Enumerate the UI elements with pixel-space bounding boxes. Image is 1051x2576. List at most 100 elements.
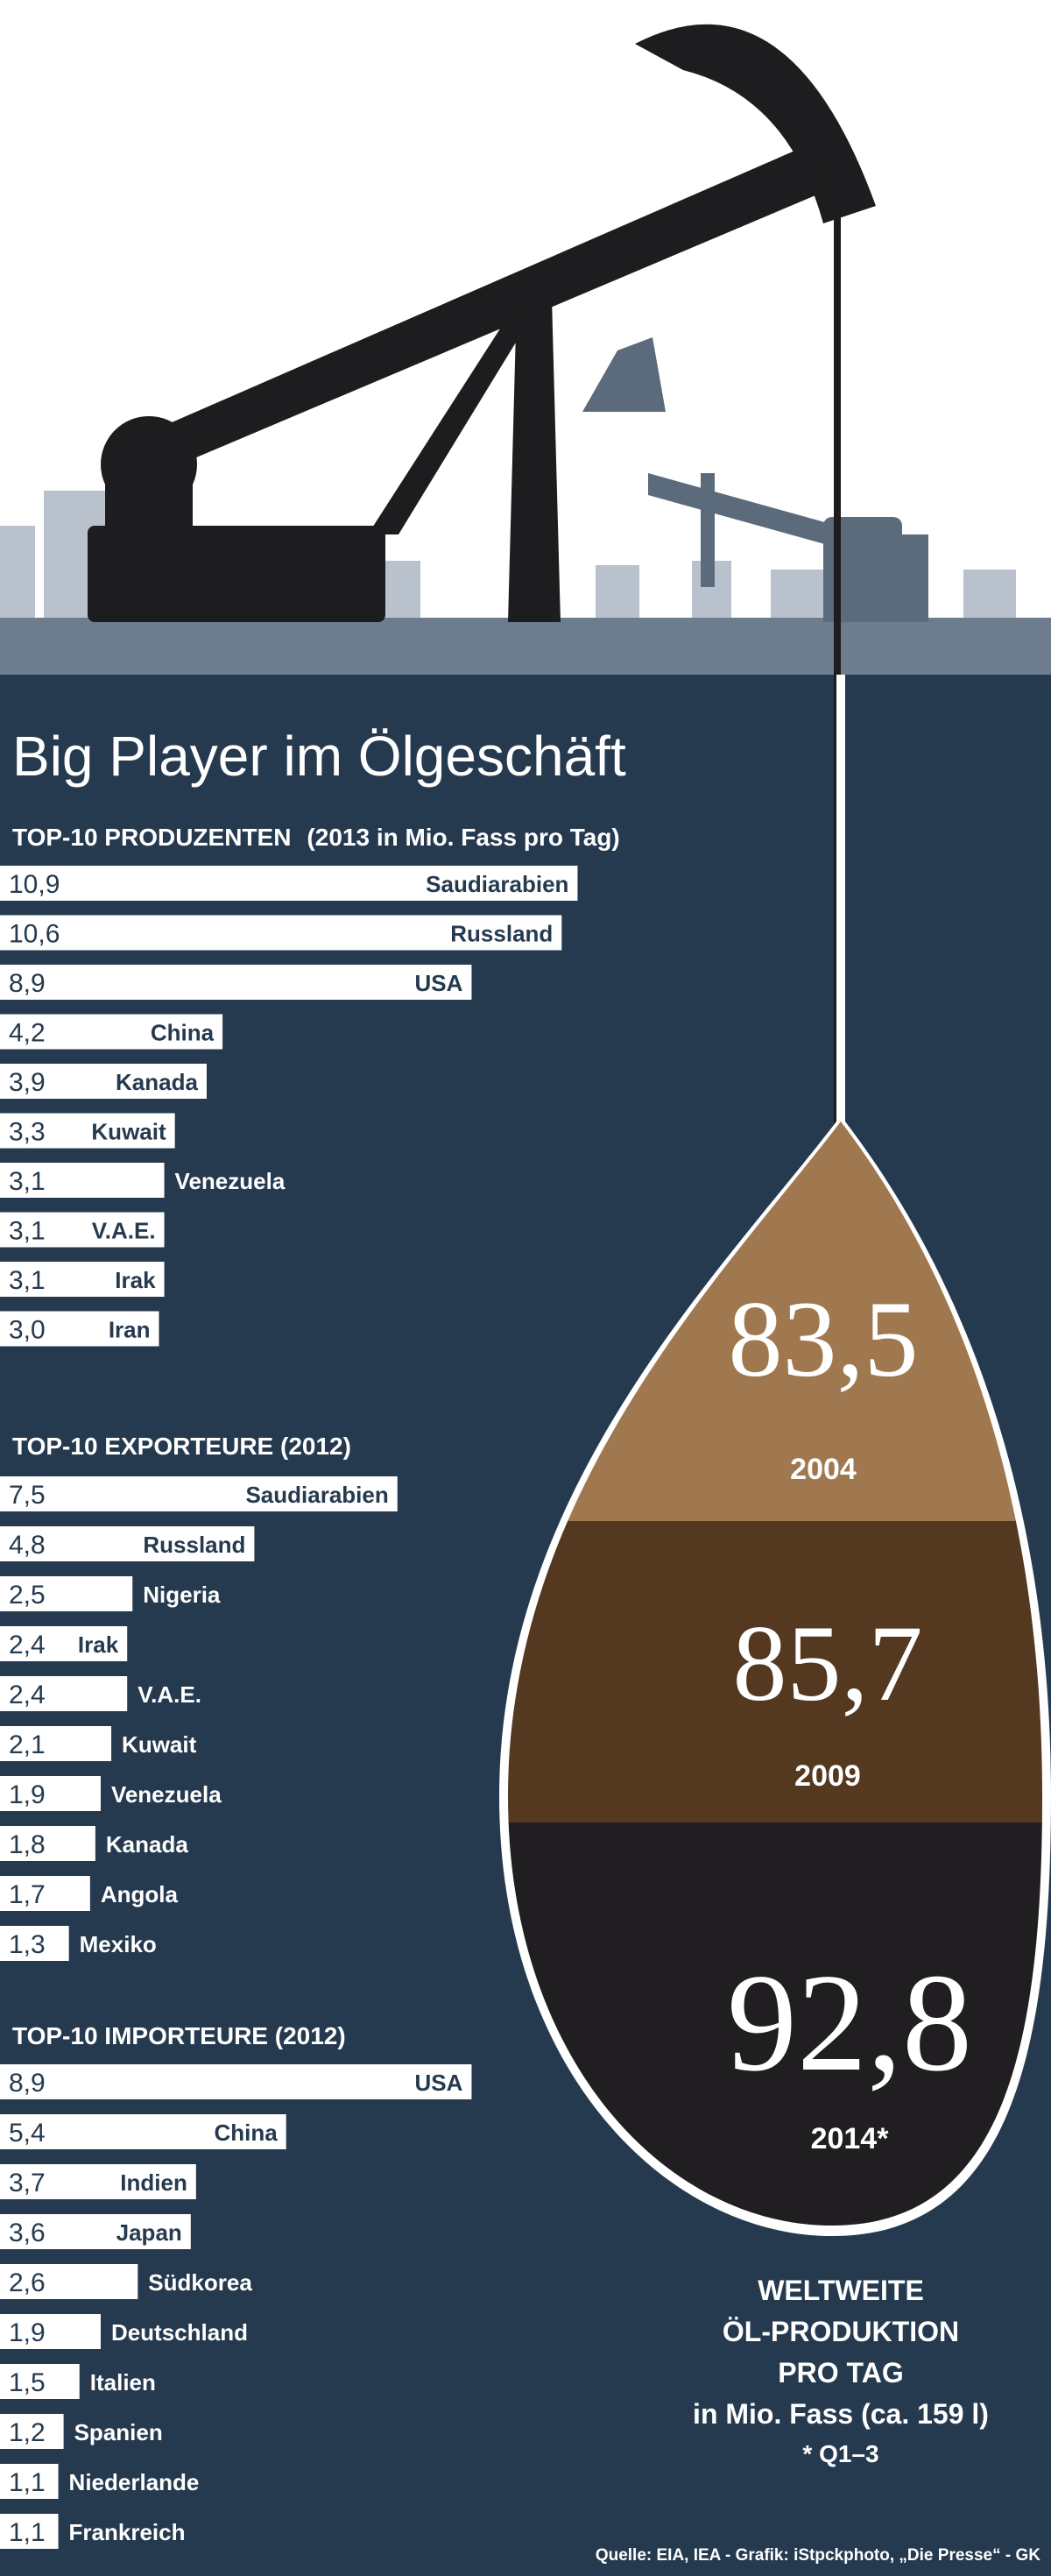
producer-value-label: 10,6 bbox=[9, 920, 60, 949]
producer-bar bbox=[0, 1262, 165, 1297]
annotation-footnote: * Q1–3 bbox=[802, 2440, 878, 2467]
exporter-value-label: 1,9 bbox=[9, 1780, 46, 1809]
year-2014: 2014* bbox=[811, 2122, 890, 2155]
importer-bar bbox=[0, 2364, 80, 2399]
year-2009: 2009 bbox=[794, 1759, 861, 1793]
value-2009: 85,7 bbox=[733, 1603, 923, 1723]
producers-title-sub: (2013 in Mio. Fass pro Tag) bbox=[307, 824, 619, 851]
exporter-bar bbox=[0, 1876, 90, 1911]
producer-country-label: Saudiarabien bbox=[426, 871, 568, 897]
exporter-value-label: 1,7 bbox=[9, 1880, 46, 1909]
exporter-country-label: Nigeria bbox=[143, 1582, 221, 1608]
producer-value-label: 3,1 bbox=[9, 1167, 46, 1196]
importer-value-label: 1,9 bbox=[9, 2318, 46, 2347]
importer-bar bbox=[0, 2514, 59, 2549]
exporter-value-label: 4,8 bbox=[9, 1531, 46, 1560]
producer-value-label: 3,3 bbox=[9, 1118, 46, 1147]
importer-country-label: Deutschland bbox=[111, 2319, 248, 2346]
importer-country-label: USA bbox=[415, 2070, 463, 2096]
year-2004: 2004 bbox=[790, 1453, 857, 1486]
importer-bar bbox=[0, 2214, 191, 2249]
producer-value-label: 3,0 bbox=[9, 1316, 46, 1345]
importer-value-label: 1,2 bbox=[9, 2418, 46, 2447]
producer-bar bbox=[0, 1113, 175, 1149]
annotation-line-4: in Mio. Fass (ca. 159 l) bbox=[693, 2398, 989, 2430]
importer-value-label: 1,5 bbox=[9, 2368, 46, 2397]
exporter-bar bbox=[0, 1576, 133, 1611]
exporter-value-label: 7,5 bbox=[9, 1481, 46, 1510]
producer-bar bbox=[0, 1064, 207, 1099]
exporter-bar bbox=[0, 1476, 398, 1511]
exporter-value-label: 2,5 bbox=[9, 1581, 46, 1610]
importer-country-label: Südkorea bbox=[148, 2269, 252, 2296]
exporter-country-label: Angola bbox=[101, 1881, 179, 1907]
importer-country-label: Indien bbox=[120, 2169, 187, 2196]
page-title: Big Player im Ölgeschäft bbox=[12, 725, 626, 788]
producer-bar bbox=[0, 1311, 159, 1347]
importer-bar bbox=[0, 2464, 59, 2499]
producer-country-label: Kuwait bbox=[91, 1119, 166, 1145]
producers-title-main: TOP-10 PRODUZENTEN bbox=[12, 824, 291, 851]
producer-bar bbox=[0, 866, 578, 901]
exporter-bar bbox=[0, 1676, 128, 1711]
value-2014: 92,8 bbox=[727, 1944, 972, 2100]
importer-value-label: 3,6 bbox=[9, 2219, 46, 2247]
exporter-bar bbox=[0, 1926, 69, 1961]
exporter-bar bbox=[0, 1626, 128, 1661]
importer-bar bbox=[0, 2264, 138, 2299]
producers-bar-chart: 10,9 Saudiarabien 10,6 Russland 8,9 USA 4,2 Chi… bbox=[0, 866, 578, 1347]
value-2004: 83,5 bbox=[729, 1279, 919, 1399]
producer-country-label: Russland bbox=[450, 921, 553, 947]
producer-value-label: 3,1 bbox=[9, 1217, 46, 1246]
annotation-line-2: ÖL-PRODUKTION bbox=[723, 2316, 959, 2347]
importer-bar bbox=[0, 2164, 196, 2199]
exporter-value-label: 2,1 bbox=[9, 1730, 46, 1759]
exporter-country-label: Kuwait bbox=[122, 1731, 197, 1758]
producer-bar bbox=[0, 915, 562, 951]
exporter-value-label: 2,4 bbox=[9, 1681, 46, 1709]
importer-country-label: Italien bbox=[90, 2369, 156, 2396]
exporter-value-label: 1,3 bbox=[9, 1930, 46, 1959]
importers-title: TOP-10 IMPORTEURE (2012) bbox=[12, 2022, 346, 2049]
importer-value-label: 8,9 bbox=[9, 2069, 46, 2098]
producer-bar bbox=[0, 1014, 223, 1050]
importer-bar bbox=[0, 2064, 472, 2099]
importer-value-label: 1,1 bbox=[9, 2518, 46, 2547]
importer-country-label: Spanien bbox=[74, 2419, 163, 2445]
importers-bar-chart: 8,9 USA 5,4 China 3,7 Indien 3,6 Japan 2,6 Südkor… bbox=[0, 2064, 472, 2549]
producers-title: TOP-10 PRODUZENTEN (2013 in Mio. Fass pro… bbox=[12, 824, 620, 851]
exporter-country-label: Kanada bbox=[106, 1831, 188, 1858]
drop-annotation: WELTWEITE ÖL-PRODUKTION PRO TAG in Mio. … bbox=[693, 2275, 989, 2467]
exporter-country-label: Saudiarabien bbox=[245, 1482, 388, 1508]
ground-band bbox=[0, 618, 1051, 675]
annotation-line-1: WELTWEITE bbox=[758, 2275, 924, 2306]
producer-value-label: 10,9 bbox=[9, 870, 60, 899]
importer-value-label: 3,7 bbox=[9, 2169, 46, 2197]
producer-country-label: USA bbox=[415, 970, 463, 996]
producer-bar bbox=[0, 1212, 165, 1248]
exporter-bar bbox=[0, 1776, 101, 1811]
producer-country-label: Irak bbox=[115, 1267, 156, 1293]
importer-country-label: Niederlande bbox=[69, 2469, 200, 2495]
producer-value-label: 3,1 bbox=[9, 1266, 46, 1295]
exporter-bar bbox=[0, 1726, 112, 1761]
producer-value-label: 8,9 bbox=[9, 969, 46, 998]
exporter-country-label: Irak bbox=[78, 1631, 119, 1658]
importer-country-label: Japan bbox=[116, 2219, 182, 2246]
importer-value-label: 2,6 bbox=[9, 2268, 46, 2297]
exporters-bar-chart: 7,5 Saudiarabien 4,8 Russland 2,5 Nigeria 2,4 I… bbox=[0, 1476, 398, 1961]
importer-value-label: 1,1 bbox=[9, 2468, 46, 2497]
producer-country-label: V.A.E. bbox=[92, 1218, 156, 1244]
annotation-line-3: PRO TAG bbox=[778, 2357, 903, 2388]
producer-bar bbox=[0, 1163, 165, 1198]
exporter-country-label: V.A.E. bbox=[138, 1681, 201, 1708]
producer-value-label: 4,2 bbox=[9, 1019, 46, 1048]
exporter-bar bbox=[0, 1826, 95, 1861]
exporter-value-label: 2,4 bbox=[9, 1631, 46, 1660]
main-pumpjack-icon bbox=[88, 24, 876, 1126]
importer-value-label: 5,4 bbox=[9, 2119, 46, 2148]
producer-country-label: China bbox=[151, 1020, 215, 1046]
exporters-title: TOP-10 EXPORTEURE (2012) bbox=[12, 1433, 351, 1460]
source-note: Quelle: EIA, IEA - Grafik: iStpckphoto, … bbox=[596, 2546, 1040, 2565]
